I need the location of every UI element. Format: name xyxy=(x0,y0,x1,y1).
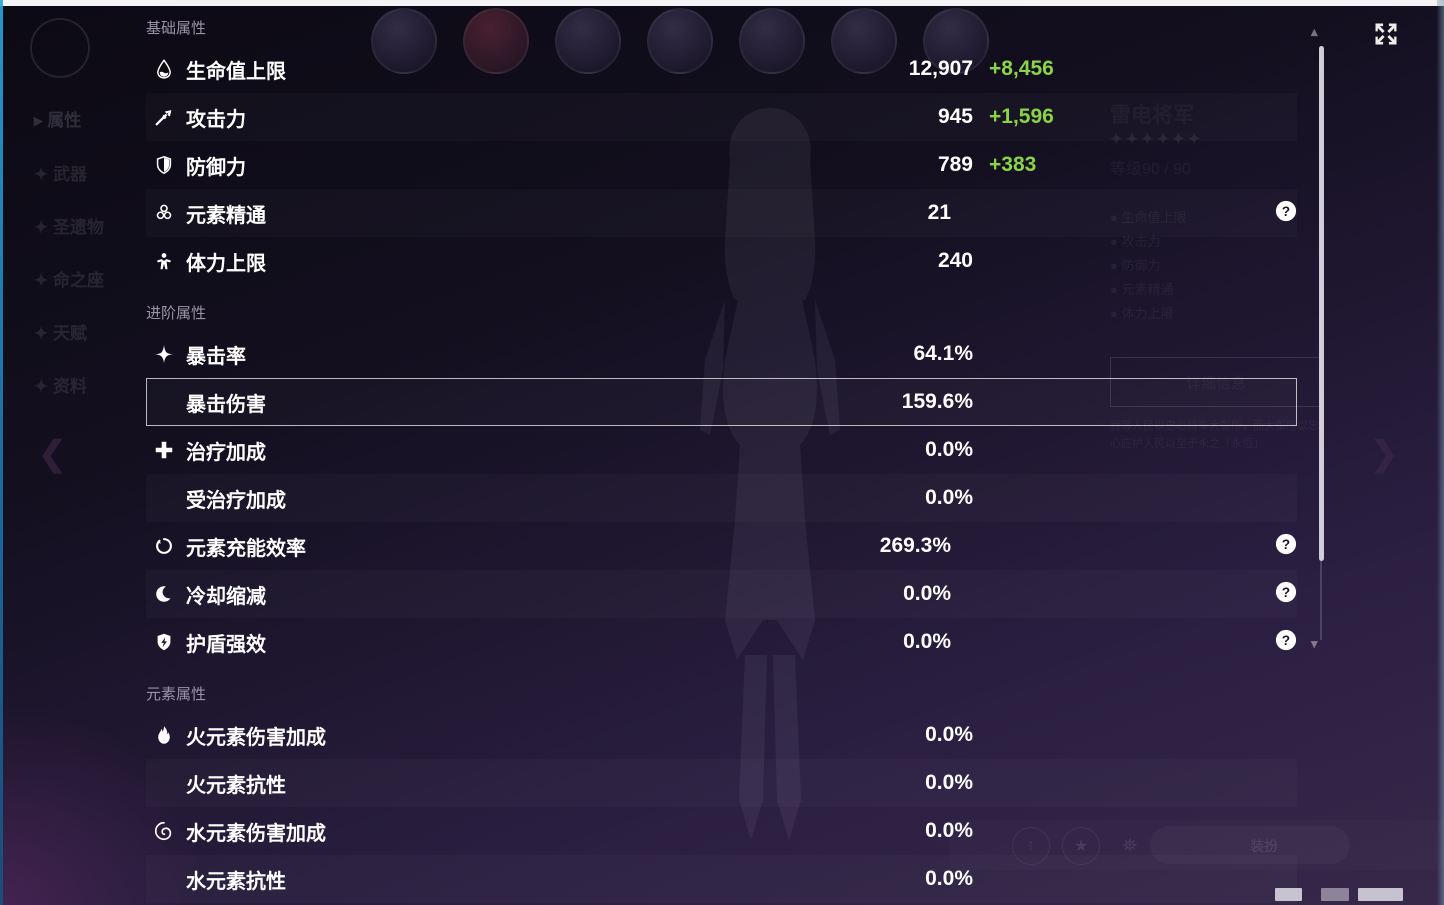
svg-text:?: ? xyxy=(1282,537,1290,552)
svg-text:?: ? xyxy=(1282,585,1290,600)
svg-text:?: ? xyxy=(1282,204,1290,219)
svg-text:?: ? xyxy=(1282,633,1290,648)
